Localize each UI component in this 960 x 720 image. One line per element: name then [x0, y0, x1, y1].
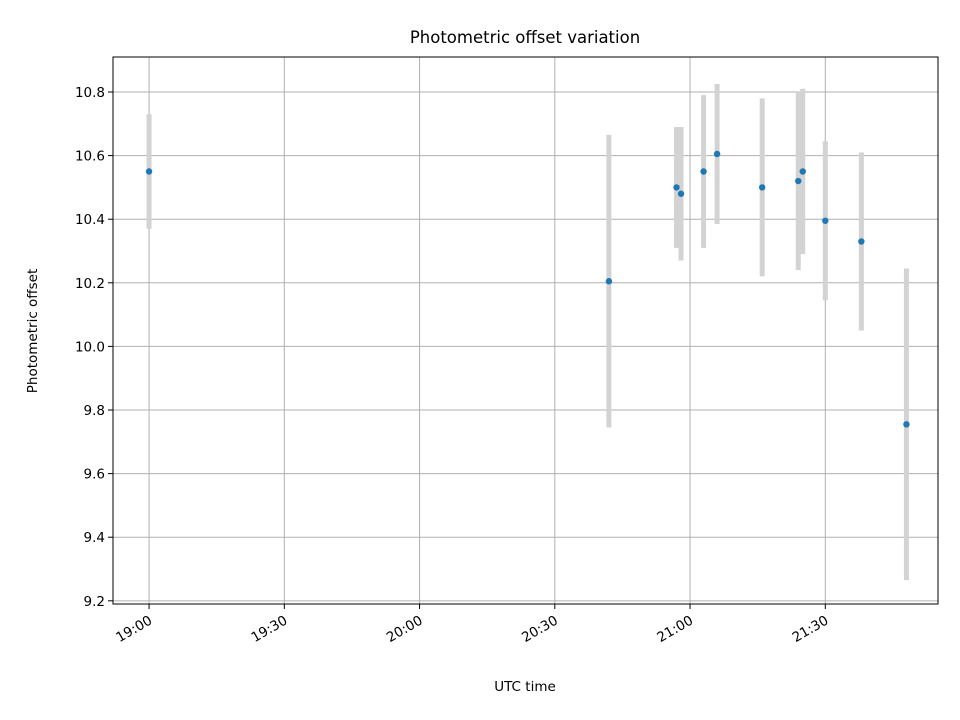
data-point — [858, 238, 865, 245]
data-point — [758, 184, 766, 191]
grid-lines — [113, 57, 938, 604]
y-tick-label: 9.8 — [84, 403, 105, 419]
data-point — [822, 217, 829, 224]
data-point — [713, 150, 721, 158]
data-point — [799, 168, 806, 175]
data-point — [677, 190, 685, 197]
y-tick-label: 10.8 — [75, 85, 105, 101]
plot-area-frame — [112, 56, 939, 605]
data-point — [605, 278, 613, 285]
data-point — [673, 184, 680, 191]
data-point — [795, 177, 802, 185]
y-tick-label: 9.4 — [84, 530, 105, 546]
y-tick-label: 10.4 — [75, 212, 105, 228]
data-point — [903, 421, 910, 428]
y-tick-label: 10.6 — [75, 149, 105, 165]
plot-area-background — [113, 57, 938, 604]
x-axis-label: UTC time — [494, 679, 556, 695]
y-tick-label: 9.2 — [84, 594, 105, 610]
chart-title: Photometric offset variation — [410, 28, 640, 47]
data-point — [145, 168, 153, 175]
y-tick-label: 9.6 — [84, 467, 105, 483]
y-axis-ticks: 9.2 9.4 9.6 9.8 10.0 10.2 10.4 10.6 10.8 — [75, 85, 113, 610]
y-tick-label: 10.0 — [75, 339, 105, 355]
data-point — [700, 168, 707, 175]
y-tick-label: 10.2 — [75, 276, 105, 292]
y-axis-label: Photometric offset — [25, 269, 41, 393]
data-points — [145, 150, 910, 428]
